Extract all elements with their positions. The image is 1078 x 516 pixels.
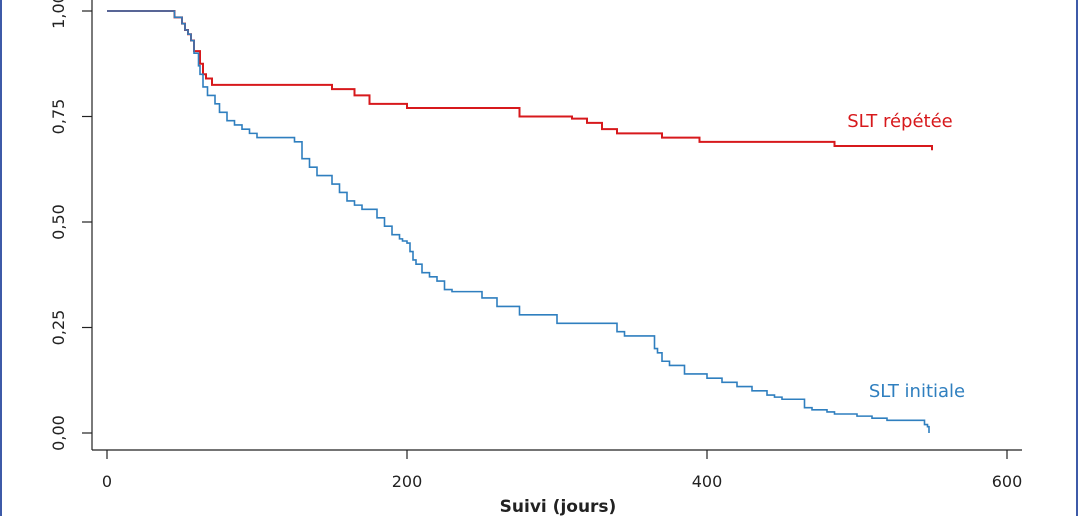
axes: 0 200 400 600 0,00 0,25 0,50 0,75 1,00 Suivi (j…: [49, 0, 1022, 516]
x-axis-title: Suivi (jours): [500, 497, 617, 516]
series-line-slt-initiale: [107, 10, 930, 433]
series-label-slt-initiale: SLT initiale: [869, 381, 965, 402]
series-label-slt-repetee: SLT répétée: [847, 111, 952, 132]
y-tick-label: 0,00: [49, 415, 68, 451]
x-ticks: 0 200 400 600: [102, 450, 1022, 491]
y-ticks: 0,00 0,25 0,50 0,75 1,00: [49, 0, 92, 451]
y-tick-label: 0,75: [49, 99, 68, 135]
x-tick-label: 400: [692, 472, 723, 491]
x-tick-label: 600: [992, 472, 1023, 491]
y-tick-label: 0,25: [49, 310, 68, 346]
y-tick-label: 1,00: [49, 0, 68, 29]
series-group: [107, 10, 933, 433]
series-line-slt-repetee: [107, 10, 933, 151]
x-tick-label: 200: [392, 472, 423, 491]
y-tick-label: 0,50: [49, 204, 68, 240]
x-tick-label: 0: [102, 472, 112, 491]
